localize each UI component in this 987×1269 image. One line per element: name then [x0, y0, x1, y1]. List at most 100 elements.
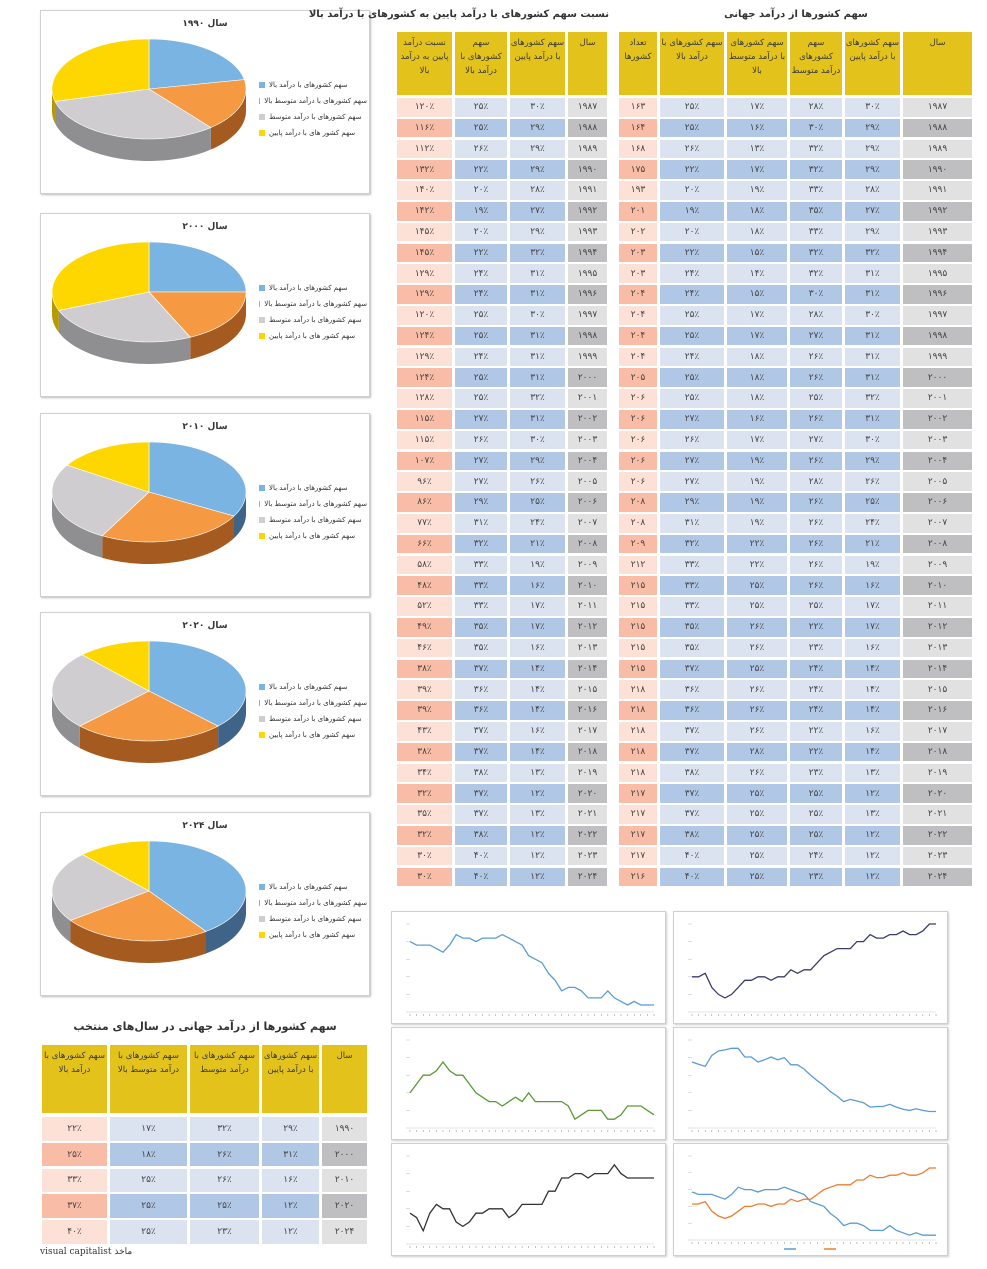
ratio-cell: ۱۲۹٪ [397, 347, 452, 367]
year-cell: ۱۹۹۶ [568, 285, 607, 304]
table-header-cell: تعداد کشورها [619, 32, 657, 95]
country-count-cell: ۲۱۵ [619, 618, 657, 637]
year-cell: ۱۹۸۹ [568, 139, 607, 159]
low-share-cell: ۱۲٪ [262, 1194, 319, 1218]
upper-middle-share-cell: ۲۸٪ [727, 742, 787, 762]
high-share-cell: ۱۹٪ [455, 202, 507, 221]
legend-swatch [259, 130, 265, 136]
pie-chart [51, 241, 247, 364]
high-share-cell: ۲۵٪ [455, 368, 507, 387]
middle-share-cell: ۳۵٪ [790, 202, 842, 221]
low-share-cell: ۱۶٪ [510, 576, 565, 595]
year-cell: ۲۰۰۴ [568, 451, 607, 471]
high-share-cell: ۲۵٪ [455, 118, 507, 138]
legend-swatch [259, 732, 265, 738]
year-cell: ۱۹۹۶ [903, 285, 972, 304]
high-share-cell: ۲۰٪ [660, 222, 724, 242]
year-cell: ۱۹۹۹ [903, 347, 972, 367]
country-count-cell: ۱۶۴ [619, 118, 657, 138]
country-count-cell: ۲۱۷ [619, 826, 657, 845]
year-cell: ۲۰۱۷ [903, 722, 972, 741]
upper-middle-share-cell: ۱۸٪ [110, 1142, 187, 1167]
table-header-cell: سهم کشورهای با درآمد بالا [42, 1045, 107, 1113]
legend-swatch [259, 301, 261, 307]
middle-share-cell: ۳۲٪ [190, 1117, 259, 1141]
table-header-cell: سال [322, 1045, 367, 1113]
year-cell: ۱۹۹۰ [568, 160, 607, 179]
legend-swatch [259, 501, 261, 507]
series-line-low [691, 1186, 936, 1236]
high-share-cell: ۴۰٪ [455, 846, 507, 866]
upper-middle-share-cell: ۲۶٪ [727, 763, 787, 783]
country-count-cell: ۱۷۵ [619, 160, 657, 179]
pie-side-upper-middle [190, 292, 246, 360]
year-cell: ۲۰۰۲ [903, 410, 972, 429]
table-header-cell: سهم کشورهای با درآمد پایین [262, 1045, 319, 1113]
pie-chart-card: سال ۲۰۰۰ سهم کشورهای با درآمد بالا سهم کشو… [40, 213, 370, 397]
high-share-cell: ۴۰٪ [455, 867, 507, 887]
middle-share-cell: ۲۸٪ [790, 306, 842, 325]
middle-share-cell: ۲۶٪ [790, 347, 842, 367]
year-cell: ۲۰۱۶ [903, 701, 972, 720]
legend-label: سهم کشور های با درآمد پایین [269, 931, 356, 939]
upper-middle-share-cell: ۲۵٪ [727, 805, 787, 824]
high-share-cell: ۳۷٪ [660, 784, 724, 803]
year-cell: ۲۰۱۳ [568, 638, 607, 658]
pie-slice-high [148, 840, 247, 932]
pie-side-middle [52, 891, 71, 943]
legend-item: سهم کشورهای با درآمد متوسط بالا [259, 496, 367, 512]
pie-legend: سهم کشورهای با درآمد بالا سهم کشورهای با … [259, 480, 367, 544]
pie-chart-card: سال ۱۹۹۰ سهم کشورهای با درآمد بالا سهم کشو… [40, 10, 370, 194]
year-cell: ۲۰۲۴ [903, 867, 972, 887]
year-cell: ۱۹۹۹ [568, 347, 607, 367]
low-share-cell: ۱۶٪ [845, 638, 900, 658]
high-share-cell: ۲۵٪ [660, 389, 724, 408]
line-chart [391, 1143, 666, 1256]
pie-slice-high [148, 441, 247, 517]
low-share-cell: ۲۹٪ [510, 139, 565, 159]
low-share-cell: ۳۰٪ [510, 430, 565, 450]
high-share-cell: ۳۳٪ [660, 576, 724, 595]
low-share-cell: ۱۴٪ [845, 742, 900, 762]
pie-slice-low [81, 640, 150, 692]
low-share-cell: ۱۷٪ [510, 618, 565, 637]
high-share-cell: ۲۷٪ [455, 410, 507, 429]
year-cell: ۱۹۹۸ [568, 326, 607, 346]
year-cell: ۱۹۹۴ [903, 243, 972, 263]
upper-middle-share-cell: ۲۵٪ [110, 1168, 187, 1193]
low-share-cell: ۱۶٪ [510, 722, 565, 741]
ratio-cell: ۳۰٪ [397, 846, 452, 866]
year-cell: ۲۰۰۸ [568, 534, 607, 554]
legend-item: سهم کشور های با درآمد پایین [259, 727, 367, 743]
upper-middle-share-cell: ۱۶٪ [727, 118, 787, 138]
pie-side-upper-middle [79, 726, 219, 763]
upper-middle-share-cell: ۱۵٪ [727, 285, 787, 304]
high-share-cell: ۳۳٪ [660, 597, 724, 616]
high-share-cell: ۳۷٪ [660, 805, 724, 824]
table-header-cell: سهم کشورهای با درآمد متوسط بالا [110, 1045, 187, 1113]
low-share-cell: ۱۹٪ [510, 555, 565, 575]
legend-label: سهم کشور های با درآمد پایین [269, 332, 356, 340]
country-count-cell: ۱۶۳ [619, 98, 657, 117]
line-chart [673, 911, 948, 1024]
year-cell: ۱۹۸۹ [903, 139, 972, 159]
middle-share-cell: ۲۴٪ [790, 659, 842, 679]
ratio-cell: ۳۸٪ [397, 659, 452, 679]
high-share-cell: ۲۹٪ [660, 493, 724, 512]
middle-share-cell: ۲۷٪ [790, 326, 842, 346]
low-share-cell: ۱۳٪ [845, 763, 900, 783]
high-share-cell: ۲۵٪ [660, 118, 724, 138]
pie-slice-low [51, 38, 150, 102]
year-cell: ۲۰۰۵ [568, 472, 607, 491]
ratio-cell: ۱۲۸٪ [397, 389, 452, 408]
country-count-cell: ۲۰۶ [619, 472, 657, 491]
ratio-cell: ۳۴٪ [397, 763, 452, 783]
year-cell: ۱۹۹۱ [903, 181, 972, 200]
year-cell: ۲۰۱۵ [903, 680, 972, 699]
legend-label: سهم کشورهای با درآمد بالا [269, 484, 348, 492]
country-count-cell: ۲۱۸ [619, 701, 657, 720]
low-share-cell: ۳۱٪ [845, 347, 900, 367]
ratio-cell: ۱۲۹٪ [397, 264, 452, 283]
middle-share-cell: ۲۶٪ [790, 555, 842, 575]
legend-label: سهم کشور های با درآمد پایین [269, 129, 356, 137]
